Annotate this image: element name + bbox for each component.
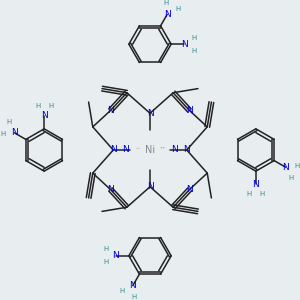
Text: N: N <box>107 185 114 194</box>
Text: N: N <box>172 146 178 154</box>
Text: N: N <box>107 106 114 115</box>
Text: N: N <box>11 128 18 137</box>
Text: N: N <box>181 40 188 49</box>
Text: H: H <box>7 119 12 125</box>
Text: H: H <box>175 7 180 13</box>
Text: N: N <box>110 146 117 154</box>
Text: N: N <box>41 111 47 120</box>
Text: N: N <box>112 251 119 260</box>
Text: H: H <box>191 48 196 54</box>
Text: H: H <box>0 131 6 137</box>
Text: H: H <box>164 0 169 6</box>
Text: N: N <box>253 180 259 189</box>
Text: N: N <box>183 146 190 154</box>
Text: N: N <box>122 146 128 154</box>
Text: ⁺⁺: ⁺⁺ <box>159 148 166 152</box>
Text: H: H <box>288 175 293 181</box>
Text: H: H <box>120 287 125 293</box>
Text: N: N <box>147 182 153 191</box>
Text: H: H <box>48 103 53 109</box>
Text: N: N <box>282 163 289 172</box>
Text: N: N <box>186 106 193 115</box>
Text: ⁻: ⁻ <box>136 146 140 154</box>
Text: H: H <box>103 259 109 265</box>
Text: H: H <box>103 246 109 252</box>
Text: N: N <box>164 10 171 19</box>
Text: H: H <box>191 35 196 41</box>
Text: H: H <box>131 294 136 300</box>
Text: H: H <box>35 103 40 109</box>
Text: Ni: Ni <box>145 145 155 155</box>
Text: N: N <box>147 109 153 118</box>
Text: H: H <box>260 191 265 197</box>
Text: N: N <box>129 281 136 290</box>
Text: N: N <box>186 185 193 194</box>
Text: H: H <box>247 191 252 197</box>
Text: H: H <box>294 163 300 169</box>
